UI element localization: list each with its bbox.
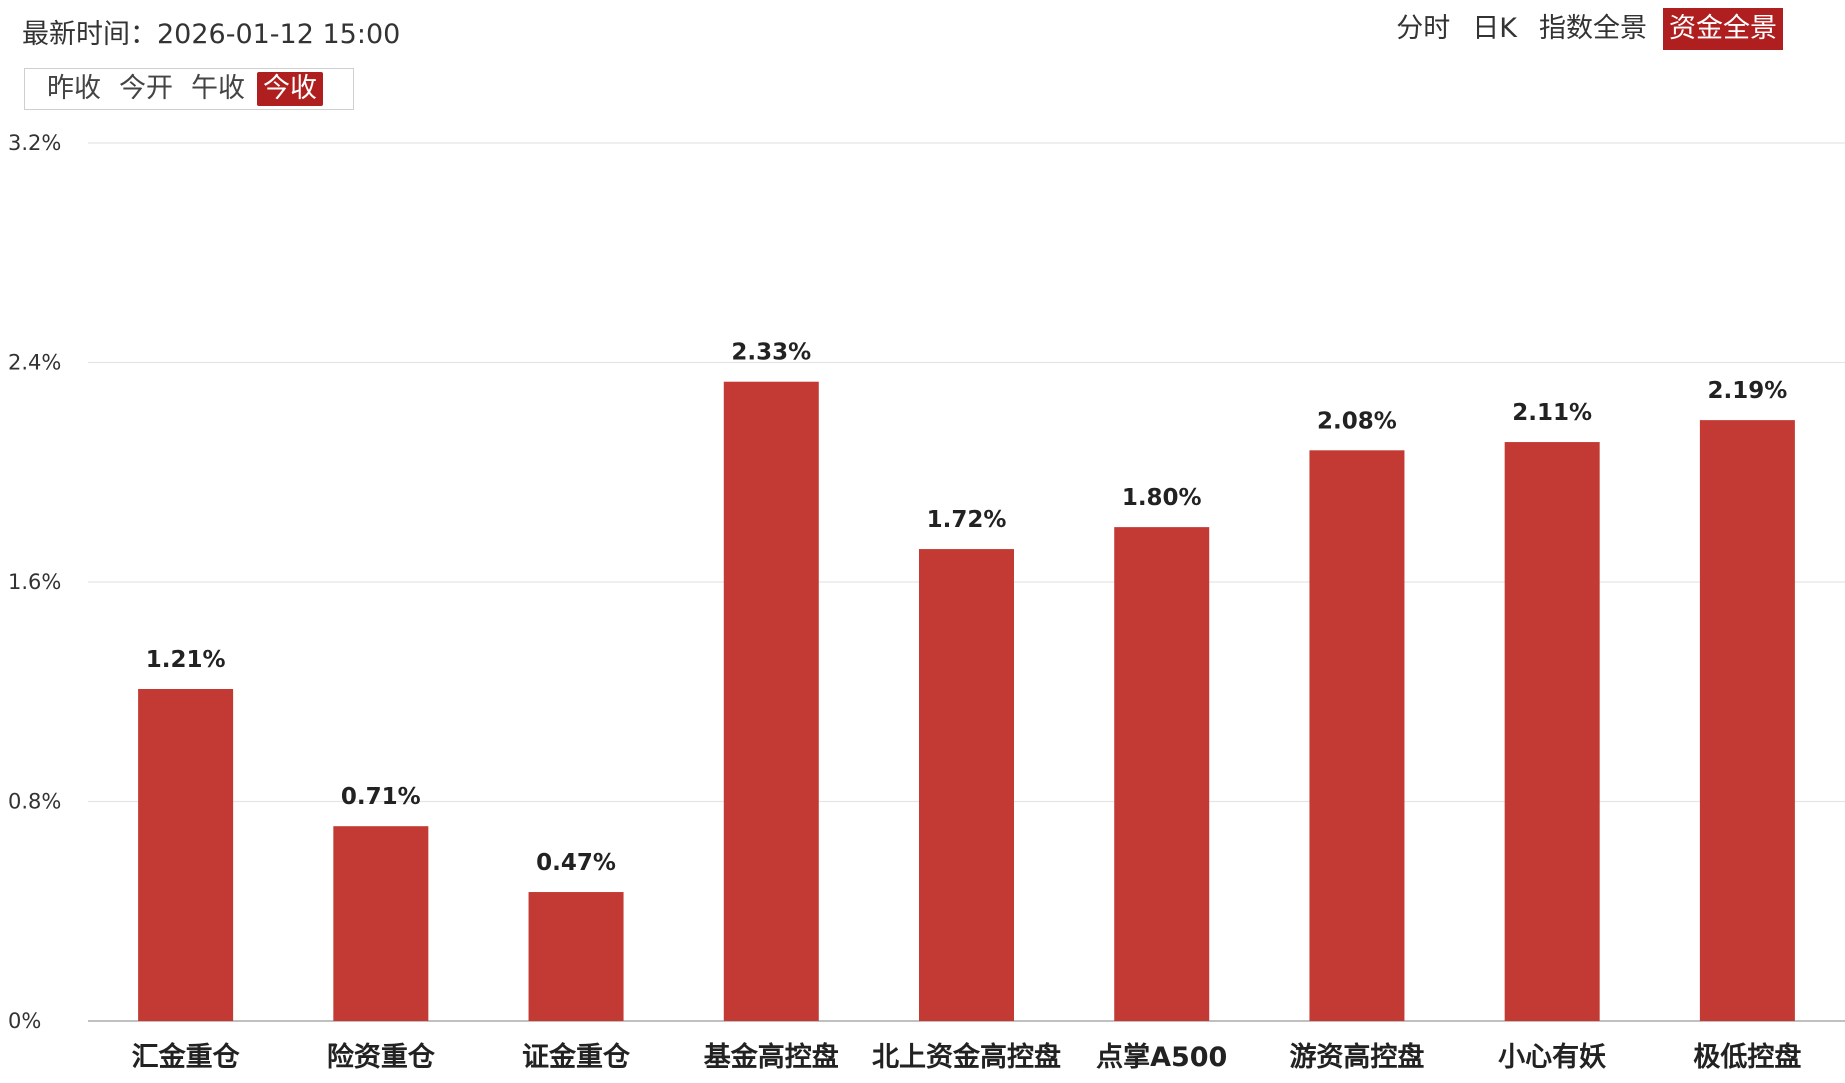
subtab-prev-close[interactable]: 昨收 — [47, 73, 101, 104]
x-tick-label: 点掌A500 — [1096, 1042, 1227, 1073]
tab-index-overview[interactable]: 指数全景 — [1539, 13, 1647, 44]
bar-value-label: 2.19% — [1707, 378, 1787, 404]
bar[interactable] — [528, 892, 624, 1021]
bar-value-label: 2.33% — [731, 340, 811, 366]
bar-value-label: 2.11% — [1512, 400, 1592, 426]
x-tick-label: 极低控盘 — [1693, 1041, 1801, 1073]
x-tick-label: 汇金重仓 — [132, 1041, 241, 1073]
session-tabs: 昨收 今开 午收 今收 — [24, 68, 354, 110]
y-tick-label: 0% — [8, 1009, 41, 1033]
bar-value-label: 0.47% — [536, 850, 616, 876]
y-tick-label: 0.8% — [8, 790, 61, 814]
bar-value-label: 1.21% — [146, 647, 226, 673]
x-tick-label: 险资重仓 — [327, 1041, 436, 1073]
y-axis-ticks: 0% 0.8% 1.6% 2.4% 3.2% — [8, 131, 61, 1033]
bar-value-label: 0.71% — [341, 784, 421, 810]
x-tick-label: 北上资金高控盘 — [872, 1041, 1061, 1073]
x-tick-label: 证金重仓 — [522, 1041, 631, 1073]
latest-update-time: 最新时间：2026-01-12 15:00 — [22, 19, 401, 50]
bar-value-label: 1.80% — [1122, 485, 1202, 511]
bar[interactable] — [1699, 420, 1795, 1021]
bar[interactable] — [723, 381, 819, 1021]
tab-daily-k[interactable]: 日K — [1472, 13, 1517, 44]
x-tick-label: 小心有妖 — [1498, 1042, 1606, 1073]
bar-value-labels: 1.21% 0.71% 0.47% 2.33% 1.72% 1.80% 2.08% 2.11%… — [146, 340, 1788, 876]
y-tick-label: 2.4% — [8, 351, 61, 375]
subtab-today-close[interactable]: 今收 — [257, 72, 323, 106]
tab-fund-overview[interactable]: 资金全景 — [1663, 8, 1783, 50]
x-tick-label: 游资高控盘 — [1289, 1041, 1424, 1073]
subtab-today-open[interactable]: 今开 — [119, 73, 173, 104]
view-tabs: 分时 日K 指数全景 资金全景 — [1390, 8, 1783, 50]
bar[interactable] — [333, 826, 429, 1021]
bar[interactable] — [919, 549, 1014, 1021]
subtab-midday-close[interactable]: 午收 — [191, 73, 245, 104]
y-tick-label: 1.6% — [8, 570, 61, 594]
x-axis-ticks: 汇金重仓 险资重仓 证金重仓 基金高控盘 北上资金高控盘 点掌A500 游资高控盘 小心有妖 极… — [132, 1041, 1802, 1073]
bar[interactable] — [1504, 442, 1600, 1022]
bar-value-label: 2.08% — [1317, 408, 1397, 434]
bar[interactable] — [138, 689, 234, 1021]
bars — [138, 381, 1795, 1022]
bar[interactable] — [1114, 527, 1210, 1021]
bar[interactable] — [1309, 450, 1405, 1021]
tab-intraday[interactable]: 分时 — [1396, 13, 1451, 44]
bar-value-label: 1.72% — [927, 507, 1007, 533]
y-tick-label: 3.2% — [8, 131, 61, 155]
x-tick-label: 基金高控盘 — [704, 1041, 839, 1073]
